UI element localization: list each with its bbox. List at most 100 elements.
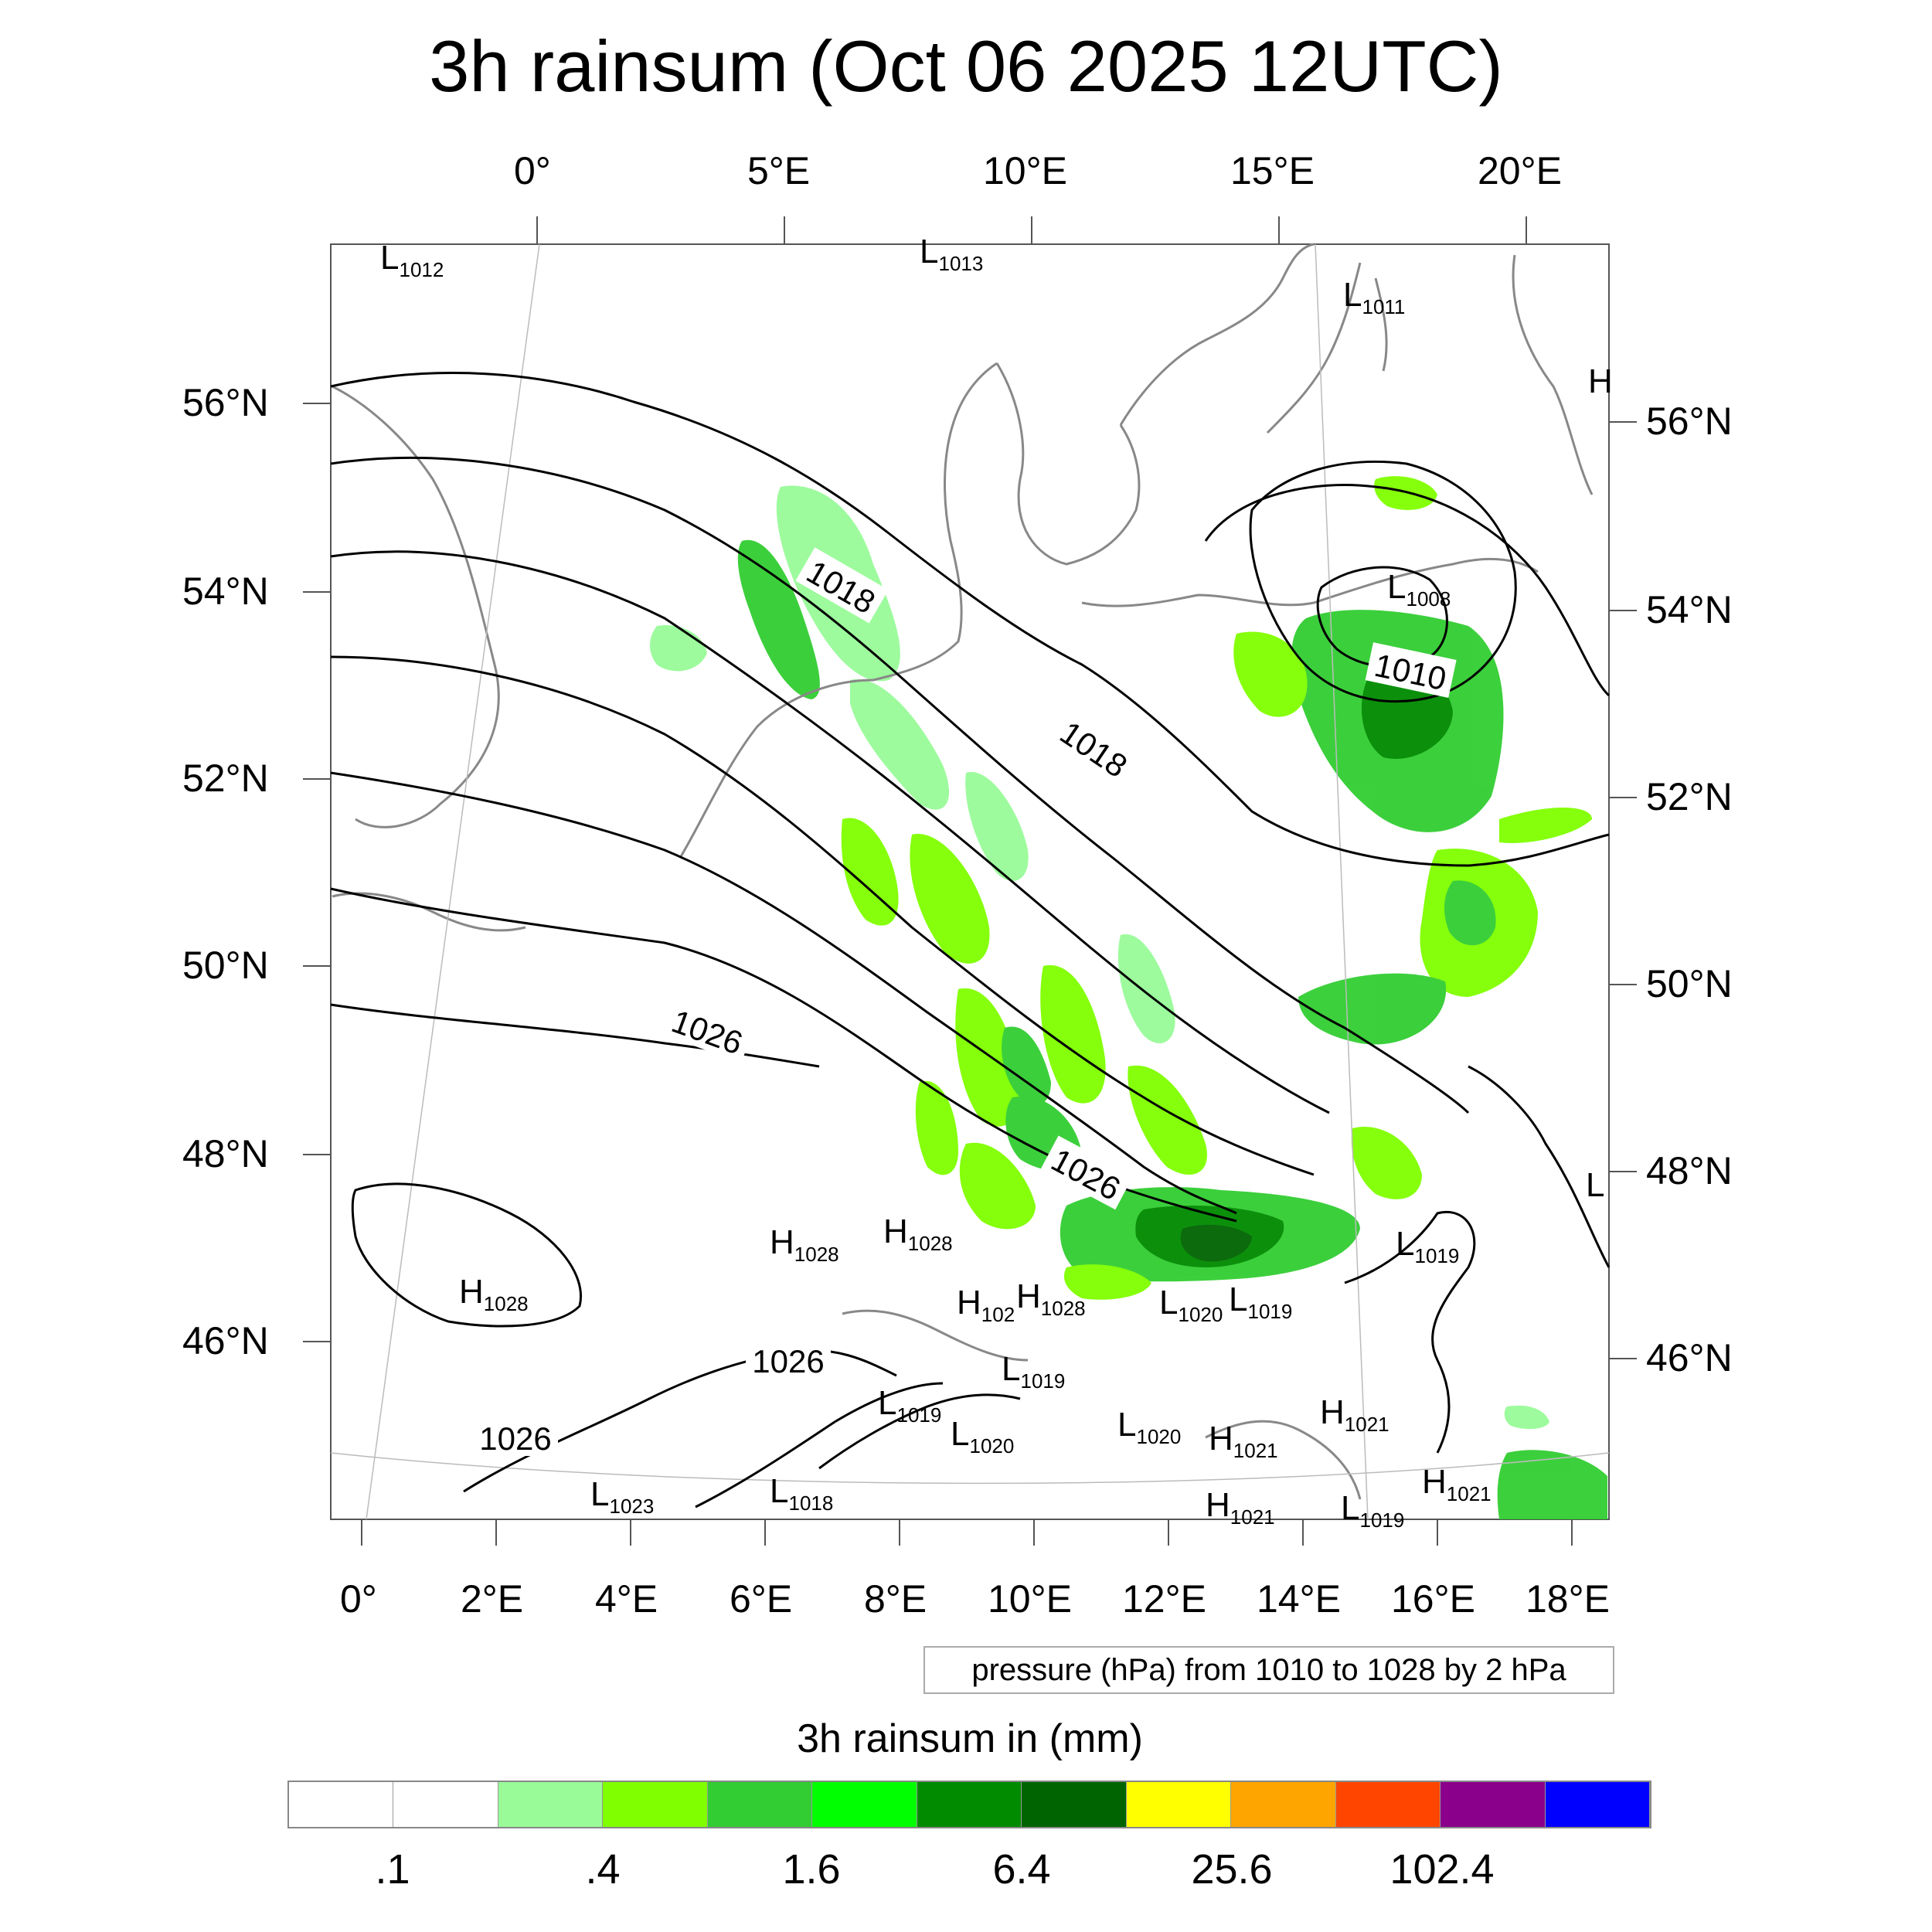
colorbar-label: 6.4 bbox=[992, 1846, 1051, 1893]
bottom-lon-label: 12°E bbox=[1122, 1577, 1206, 1621]
rain-area-germany-5 bbox=[1002, 1026, 1051, 1106]
pressure-center: H1021 bbox=[1206, 1486, 1275, 1529]
bottom-lon-label: 16°E bbox=[1391, 1577, 1475, 1621]
left-lat-label: 50°N bbox=[182, 944, 269, 987]
pressure-center: H1028 bbox=[1016, 1277, 1086, 1320]
coastline-britain bbox=[332, 385, 500, 828]
meridian-0 bbox=[366, 243, 540, 1520]
top-lon-label: 15°E bbox=[1230, 149, 1315, 192]
rain-area-germany-2 bbox=[910, 834, 990, 964]
rain-area-germany-1 bbox=[841, 818, 899, 926]
pressure-center: L1018 bbox=[770, 1472, 833, 1515]
pressure-center: H1021 bbox=[1209, 1420, 1278, 1462]
legend-title: 3h rainsum in (mm) bbox=[797, 1716, 1143, 1761]
isobar-low-outer bbox=[1249, 461, 1517, 703]
bottom-lon-label: 2°E bbox=[461, 1577, 524, 1621]
right-lat-label: 56°N bbox=[1646, 400, 1733, 443]
right-lat-label: 54°N bbox=[1646, 588, 1733, 631]
pressure-center: H1021 bbox=[1422, 1463, 1492, 1505]
pressure-center: H1028 bbox=[883, 1213, 953, 1255]
pressure-center: L1020 bbox=[1159, 1284, 1223, 1326]
isobar-mid-2 bbox=[330, 771, 1237, 1215]
isobar-1028-closed bbox=[351, 1182, 582, 1328]
pressure-center: L1020 bbox=[1117, 1406, 1181, 1448]
isobar-label: 1026 bbox=[479, 1420, 551, 1457]
isobar-label-box bbox=[1040, 1135, 1134, 1210]
pressure-center: L1019 bbox=[1229, 1281, 1292, 1323]
bottom-lon-label: 0° bbox=[340, 1577, 377, 1621]
rain-area-moravia bbox=[1298, 973, 1447, 1045]
top-lon-label: 5°E bbox=[747, 149, 811, 192]
rain-area-germany-4 bbox=[955, 988, 1021, 1127]
top-lon-label: 10°E bbox=[983, 149, 1067, 192]
coastline-layer bbox=[332, 243, 1594, 1500]
isobar-alps-2 bbox=[695, 1382, 944, 1509]
meridian-15e bbox=[1315, 243, 1369, 1520]
isobar-mid-3 bbox=[330, 887, 1237, 1223]
coastline-baltic-east bbox=[1512, 254, 1594, 495]
pressure-info-box: pressure (hPa) from 1010 to 1028 by 2 hP… bbox=[923, 1646, 1614, 1694]
pressure-center: L1020 bbox=[951, 1415, 1014, 1458]
precipitation-layer bbox=[650, 476, 1607, 1519]
pressure-center: H1021 bbox=[1320, 1393, 1389, 1436]
bottom-lon-label: 18°E bbox=[1526, 1577, 1610, 1621]
isobar-low-inner bbox=[1316, 566, 1448, 668]
coastline-sweden bbox=[1119, 243, 1315, 426]
isobar-north-3 bbox=[330, 550, 1330, 1114]
bottom-lon-label: 6°E bbox=[730, 1577, 793, 1621]
colorbar-label: .1 bbox=[375, 1846, 410, 1893]
coastline-britain-south bbox=[332, 892, 526, 932]
isobar-alps-3 bbox=[818, 1393, 1021, 1470]
colorbar-swatch bbox=[1440, 1782, 1546, 1827]
pressure-center: H bbox=[1588, 362, 1613, 400]
pressure-center: L1013 bbox=[920, 233, 983, 275]
isobar-label-box bbox=[746, 1340, 831, 1379]
isobar-south-1 bbox=[330, 1003, 820, 1068]
colorbar-swatch bbox=[1335, 1782, 1441, 1827]
rain-area-alps-north-west bbox=[1063, 1264, 1151, 1300]
left-lat-label: 46°N bbox=[182, 1319, 269, 1362]
coastline-adriatic bbox=[1205, 1420, 1362, 1500]
colorbar-swatch bbox=[812, 1782, 917, 1827]
rain-area-alps-north-dark bbox=[1180, 1224, 1252, 1262]
isobar-east-2 bbox=[1468, 1065, 1611, 1268]
isobar-label-box bbox=[795, 547, 889, 624]
left-lat-label: 48°N bbox=[182, 1132, 269, 1175]
coastline-italy-north bbox=[842, 1309, 1029, 1362]
rain-area-east-band bbox=[1499, 808, 1592, 843]
colorbar-swatch bbox=[1022, 1782, 1127, 1827]
rain-area-poland-outer bbox=[1233, 631, 1308, 717]
bottom-lon-label: 14°E bbox=[1257, 1577, 1341, 1621]
pressure-center: L1012 bbox=[380, 239, 444, 281]
pressure-center: L1011 bbox=[1343, 276, 1405, 318]
rain-area-germany-8 bbox=[1128, 1065, 1207, 1175]
top-lon-label: 0° bbox=[514, 149, 551, 192]
right-lat-label: 50°N bbox=[1646, 962, 1733, 1005]
left-lat-label: 52°N bbox=[182, 757, 269, 800]
colorbar-swatch bbox=[1545, 1782, 1651, 1827]
left-lat-label: 56°N bbox=[182, 381, 269, 424]
right-lat-label: 46°N bbox=[1646, 1336, 1733, 1379]
bottom-lon-label: 8°E bbox=[864, 1577, 927, 1621]
rain-area-germany-7 bbox=[1117, 934, 1175, 1043]
colorbar-swatch bbox=[498, 1782, 604, 1827]
pressure-center: L1019 bbox=[1002, 1350, 1065, 1393]
colorbar-swatch bbox=[393, 1782, 498, 1827]
pressure-center: H102 bbox=[957, 1284, 1015, 1326]
colorbar-swatch bbox=[1231, 1782, 1336, 1827]
top-lon-label: 20°E bbox=[1478, 149, 1562, 192]
coastline-sweden-east bbox=[1266, 262, 1362, 434]
colorbar-label: 25.6 bbox=[1191, 1846, 1273, 1893]
axis-ticks bbox=[303, 216, 1637, 1546]
pressure-center: L1019 bbox=[1341, 1489, 1404, 1532]
isobar-north-2 bbox=[330, 457, 1470, 1114]
rain-area-northsea-core bbox=[737, 539, 820, 699]
isobar-east-1 bbox=[1344, 1211, 1476, 1454]
pressure-center: H1028 bbox=[459, 1273, 529, 1315]
isobar-label-box bbox=[1365, 642, 1457, 698]
rain-area-czech-core bbox=[1444, 880, 1496, 946]
isobar-north-1 bbox=[330, 372, 1610, 867]
colorbar-swatch bbox=[707, 1782, 813, 1827]
pressure-center: L1023 bbox=[590, 1475, 654, 1518]
